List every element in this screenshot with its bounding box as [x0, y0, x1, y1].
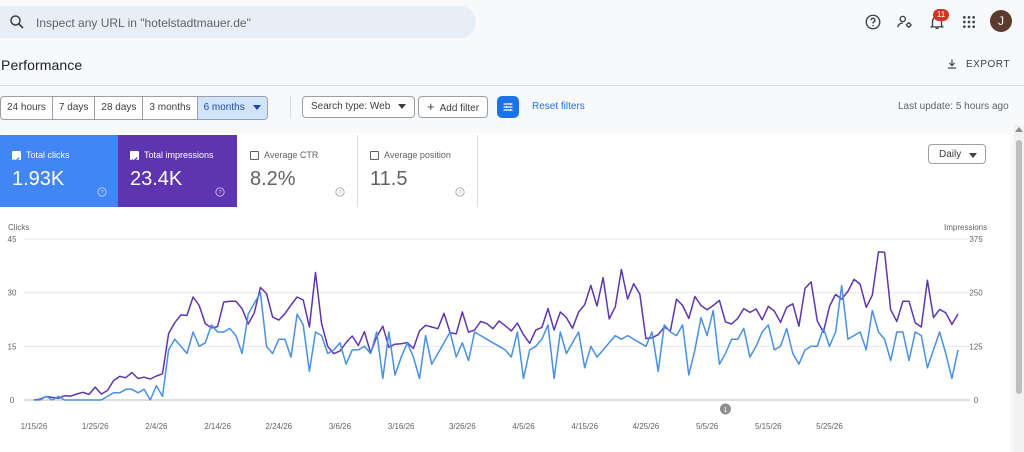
checkbox-checked-icon[interactable]: [12, 151, 21, 163]
x-axis-tick-label: 3/26/26: [449, 422, 476, 431]
svg-text:?: ?: [458, 190, 462, 196]
export-button[interactable]: EXPORT: [946, 55, 1010, 73]
x-axis-tick-label: 5/5/26: [696, 422, 719, 431]
divider: [0, 85, 1024, 86]
left-axis-tick-label: 0: [10, 396, 15, 405]
series-line-impressions: [33, 251, 959, 401]
search-icon: [10, 15, 24, 29]
filter-separator: [290, 96, 291, 118]
performance-chart: 0 0 15 125 30 250 45 375 1/15/26 1/25/26 2/4/26 2/1…: [8, 235, 984, 431]
checkbox-checked-icon[interactable]: [130, 151, 139, 163]
reset-filters-link[interactable]: Reset filters: [532, 101, 585, 112]
metric-label: Total clicks: [26, 150, 70, 160]
download-icon: [948, 59, 956, 69]
metric-label: Total impressions: [144, 150, 214, 160]
url-inspection-search[interactable]: [0, 6, 476, 38]
last-update-text: Last update: 5 hours ago: [898, 101, 1009, 112]
range-24-hours[interactable]: 24 hours: [1, 97, 53, 119]
metric-card-average-position[interactable]: Average position 11.5 ?: [358, 135, 478, 207]
range-7-days[interactable]: 7 days: [53, 97, 96, 119]
range-6-months-label: 6 months: [203, 102, 245, 113]
filter-lines-icon: [503, 103, 513, 111]
filter-options-button[interactable]: [497, 96, 519, 118]
metric-value: 23.4K: [130, 168, 183, 190]
right-axis-tick-label: 375: [969, 235, 983, 244]
range-28-days[interactable]: 28 days: [95, 97, 144, 119]
x-axis-tick-label: 3/16/26: [388, 422, 415, 431]
range-6-months[interactable]: 6 months: [197, 97, 267, 119]
x-axis-tick-label: 2/14/26: [204, 422, 231, 431]
left-axis-tick-label: 45: [8, 235, 17, 244]
left-axis-tick-label: 30: [8, 289, 17, 298]
date-range-selector: 24 hours 7 days 28 days 3 months 6 month…: [0, 96, 268, 120]
help-icon[interactable]: ?: [97, 187, 107, 197]
annotation-marker: [719, 403, 731, 415]
help-icon[interactable]: ?: [215, 187, 225, 197]
caret-down-icon: [969, 153, 977, 158]
left-axis-tick-label: 15: [8, 342, 17, 351]
svg-text:?: ?: [338, 190, 342, 196]
apps-grid-icon[interactable]: [958, 11, 980, 33]
caret-down-icon: [252, 104, 261, 110]
metric-card-total-impressions[interactable]: Total impressions 23.4K ?: [118, 135, 237, 207]
svg-text:?: ?: [218, 190, 222, 196]
metric-value: 1.93K: [12, 168, 65, 190]
x-axis-tick-label: 2/4/26: [145, 422, 168, 431]
caret-down-icon: [398, 103, 407, 109]
right-axis-tick-label: 250: [969, 289, 983, 298]
metric-label: Average position: [384, 150, 451, 160]
search-type-dropdown[interactable]: Search type: Web: [302, 96, 416, 118]
metric-value: 11.5: [370, 168, 408, 190]
help-icon[interactable]: [862, 11, 884, 33]
x-axis-tick-label: 5/15/26: [755, 422, 782, 431]
search-input[interactable]: [34, 12, 458, 34]
notification-badge: 11: [933, 9, 949, 21]
series-line-clicks: [34, 284, 959, 401]
page-title: Performance: [1, 57, 83, 73]
add-filter-button[interactable]: + Add filter: [418, 96, 489, 118]
x-axis-tick-label: 4/25/26: [633, 422, 660, 431]
scrollbar-thumb[interactable]: [1016, 140, 1022, 394]
right-axis-title: Impressions: [944, 223, 988, 232]
help-icon[interactable]: ?: [335, 187, 345, 197]
search-type-label: Search type: Web: [311, 101, 391, 112]
x-axis-tick-label: 3/6/26: [329, 422, 352, 431]
x-axis-tick-label: 2/24/26: [265, 422, 292, 431]
metric-card-average-ctr[interactable]: Average CTR 8.2% ?: [238, 135, 358, 207]
plus-icon: +: [427, 99, 435, 114]
metric-card-total-clicks[interactable]: Total clicks 1.93K ?: [0, 135, 119, 207]
granularity-label: Daily: [939, 149, 962, 160]
scroll-up-arrow-icon[interactable]: [1015, 127, 1023, 132]
x-axis-tick-label: 5/25/26: [816, 422, 843, 431]
x-axis-tick-label: 1/25/26: [82, 422, 109, 431]
avatar[interactable]: J: [990, 10, 1012, 32]
x-axis-tick-label: 1/15/26: [21, 422, 48, 431]
metric-label: Average CTR: [264, 150, 319, 160]
left-axis-title: Clicks: [8, 223, 30, 232]
top-bar: 11 J: [0, 0, 1024, 44]
annotation-marker-label: 1: [724, 407, 728, 414]
right-axis-tick-label: 0: [974, 396, 979, 405]
x-axis-tick-label: 4/15/26: [571, 422, 598, 431]
range-3-months[interactable]: 3 months: [143, 97, 198, 119]
granularity-dropdown[interactable]: Daily: [928, 144, 986, 164]
help-icon[interactable]: ?: [455, 187, 465, 197]
export-label: EXPORT: [966, 58, 1010, 70]
svg-text:?: ?: [100, 190, 104, 196]
add-filter-label: Add filter: [439, 103, 480, 114]
x-axis-tick-label: 4/5/26: [512, 422, 535, 431]
manage-users-icon[interactable]: [894, 11, 916, 33]
metric-value: 8.2%: [250, 168, 296, 190]
checkbox-empty-icon[interactable]: [370, 151, 379, 160]
right-axis-tick-label: 125: [969, 342, 983, 351]
checkbox-empty-icon[interactable]: [250, 151, 259, 160]
